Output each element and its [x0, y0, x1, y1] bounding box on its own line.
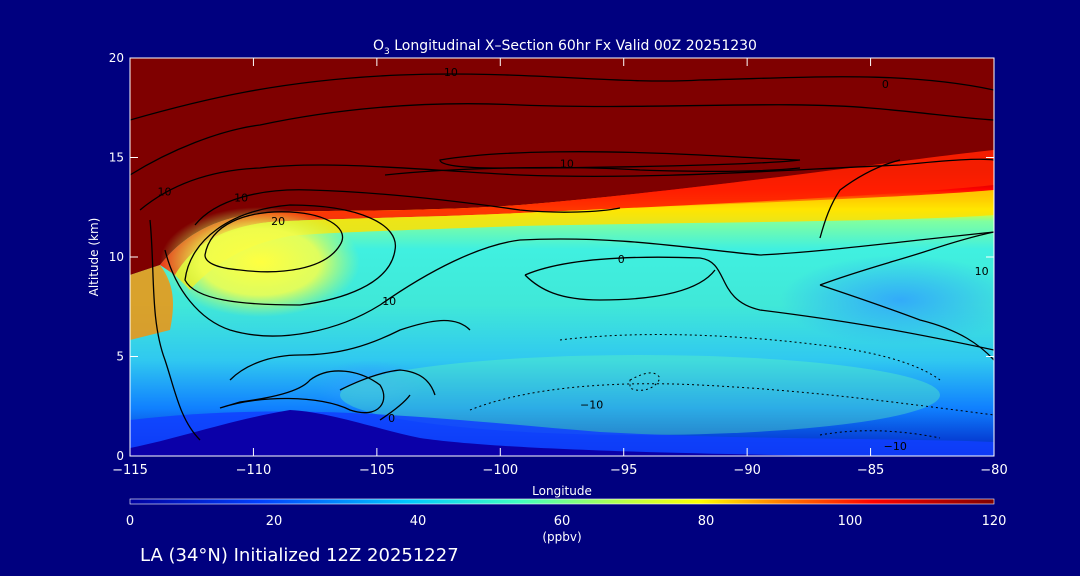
y-tick-label: 15: [109, 151, 124, 165]
title-rest: Longitudinal X–Section 60hr Fx Valid 00Z…: [390, 38, 757, 54]
x-tick-label: −95: [610, 463, 637, 478]
terrain: [130, 410, 994, 456]
y-tick-label: 5: [116, 350, 124, 364]
contour-line: [379, 394, 411, 421]
contour-label: −10: [884, 440, 907, 453]
chart-title: O3 Longitudinal X–Section 60hr Fx Valid …: [373, 38, 757, 57]
contour-line: [130, 103, 994, 176]
left-orange-lobe: [130, 265, 173, 340]
contour-line: [204, 211, 344, 273]
plot-field: 10 10 20 10 0 0 10 10 0 −10 −10 10: [130, 58, 994, 456]
contour-line: [629, 372, 661, 391]
mid-blue-pocket: [315, 360, 425, 410]
contour-label: 10: [975, 265, 989, 278]
right-blue-pocket: [780, 255, 994, 345]
colorbar-tick-label: 100: [838, 514, 863, 529]
colorbar-tick-label: 40: [410, 514, 427, 529]
contour-line: [339, 369, 436, 396]
contour-label: 10: [158, 185, 172, 198]
x-tick-label: −105: [359, 463, 395, 478]
tropopause-red-band: [160, 150, 994, 275]
y-tick-label: 10: [109, 250, 124, 264]
colorbar-ticks: 0 20 40 60 80 100 120: [126, 514, 1007, 529]
contour-label: 0: [618, 253, 625, 266]
colorbar-unit-label: (ppbv): [542, 530, 581, 544]
contour-line: [819, 284, 994, 361]
lower-light-band: [340, 355, 940, 435]
contour-line: [229, 319, 471, 381]
colorbar-tick-label: 20: [266, 514, 283, 529]
y-axis: 0 5 10 15 20: [109, 51, 994, 463]
contour-line: [524, 256, 994, 351]
x-tick-label: −100: [482, 463, 518, 478]
contour-line: [559, 334, 941, 381]
x-tick-label: −90: [733, 463, 760, 478]
contour-line: [164, 231, 994, 337]
x-tick-label: −85: [857, 463, 884, 478]
colorbar-tick-label: 120: [982, 514, 1007, 529]
x-tick-label: −115: [112, 463, 148, 478]
colorbar-tick-label: 0: [126, 514, 134, 529]
contour-line: [149, 219, 201, 441]
contour-label: 10: [444, 66, 458, 79]
x-tick-label: −80: [980, 463, 1007, 478]
contour-line: [819, 231, 994, 286]
contour-line: [524, 269, 716, 301]
contour-line: [139, 158, 994, 211]
contour-line: [130, 73, 994, 121]
contour-line: [819, 430, 941, 439]
x-axis: −115 −110 −105 −100 −95 −90 −85 −80: [112, 58, 1008, 478]
contour-labels: 10 10 20 10 0 0 10 10 0 −10 −10 10: [158, 66, 989, 453]
colorbar: [129, 498, 995, 505]
contour-line: [819, 159, 901, 239]
contour-line: [194, 189, 621, 226]
contour-label: −10: [580, 398, 603, 411]
negative-contours: [469, 334, 994, 439]
contour-line: [439, 151, 801, 169]
footer-caption: LA (34°N) Initialized 12Z 20251227: [140, 545, 459, 566]
tropopause-yellow-band: [175, 190, 994, 290]
contour-line: [184, 204, 396, 306]
y-tick-label: 0: [116, 449, 124, 463]
contour-line: [384, 166, 801, 176]
contour-line: [219, 370, 385, 414]
contour-label: 20: [271, 215, 285, 228]
contour-lines: [130, 73, 994, 441]
colorbar-tick-label: 80: [698, 514, 715, 529]
x-tick-label: −110: [236, 463, 272, 478]
contour-label: 10: [560, 157, 574, 170]
contour-label: 0: [388, 412, 395, 425]
stratosphere-region: [130, 58, 994, 275]
y-tick-label: 20: [109, 51, 124, 65]
colorbar-tick-label: 60: [554, 514, 571, 529]
title-main: O: [373, 38, 384, 54]
contour-label: 0: [882, 78, 889, 91]
contour-label: 10: [234, 191, 248, 204]
x-axis-label: Longitude: [532, 484, 592, 498]
title-subscript: 3: [384, 47, 390, 57]
y-axis-label: Altitude (km): [87, 218, 101, 297]
contour-label: 10: [382, 295, 396, 308]
